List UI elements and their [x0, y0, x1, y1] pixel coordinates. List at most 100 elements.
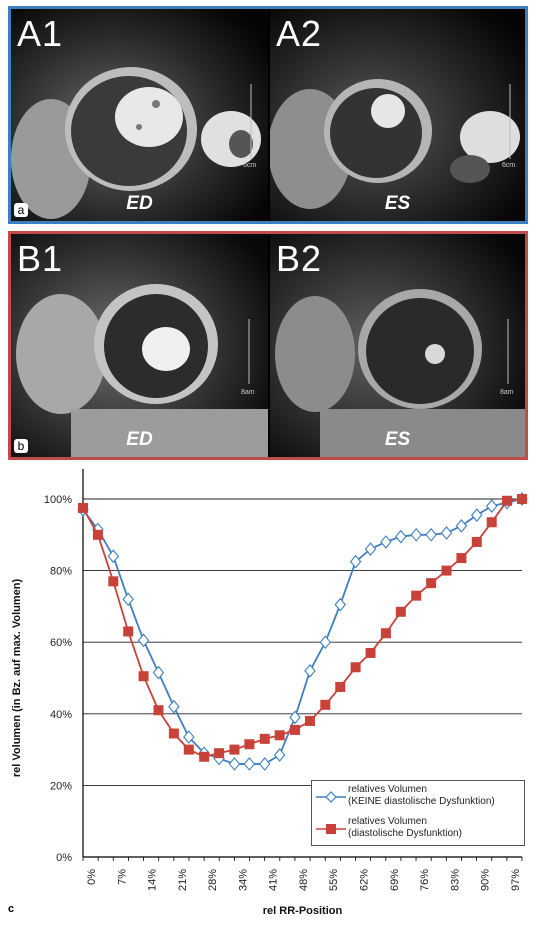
mri-panel-a: 6cm A1 ED a 6cm A2 ES: [8, 6, 528, 224]
data-point-square: [229, 744, 240, 755]
mri-image-b2: 8am B2 ES: [270, 234, 525, 457]
data-point-square: [335, 681, 346, 692]
data-point-square: [214, 748, 225, 759]
y-tick-label: 0%: [56, 852, 72, 864]
data-point-square: [441, 565, 452, 576]
phase-label-b2: ES: [384, 429, 411, 450]
mri-image-b1: 8am B1 ED b: [11, 234, 268, 457]
data-point-diamond: [319, 635, 332, 650]
data-point-square: [244, 739, 255, 750]
data-point-diamond: [334, 597, 346, 612]
x-tick-label: 0%: [86, 869, 98, 885]
data-point-square: [259, 733, 270, 744]
data-point-diamond: [455, 518, 468, 533]
legend-item-blue: relatives Volumen (KEINE diastolische Dy…: [312, 783, 524, 813]
y-tick-label: 100%: [44, 494, 72, 506]
image-label-a2: A2: [276, 13, 323, 54]
data-point-square: [108, 576, 119, 587]
mri-heart-picture: 8am: [270, 234, 525, 457]
mri-image-a1: 6cm A1 ED a: [11, 9, 268, 221]
data-point-diamond: [168, 699, 180, 714]
data-point-square: [486, 517, 497, 528]
volume-chart-svg: 0% 20% 40% 60% 80% 100% 0% 7% 14% 21% 28% 34% 41% 48%…: [11, 469, 528, 917]
data-point-diamond: [349, 554, 362, 569]
data-point-diamond: [485, 499, 498, 514]
scale-label-b2: 8am: [500, 389, 514, 396]
mri-heart-picture: 8am: [11, 234, 268, 457]
mri-image-a2: 6cm A2 ES: [270, 9, 525, 221]
data-point-square: [304, 715, 315, 726]
x-tick-label: 14%: [147, 869, 159, 891]
data-point-square: [471, 536, 482, 547]
data-point-diamond: [289, 710, 301, 725]
legend-square-icon: [316, 824, 346, 834]
data-point-square: [502, 495, 513, 506]
legend-blue-line2: (KEINE diastolische Dysfunktion): [348, 796, 495, 807]
data-point-square: [365, 647, 376, 658]
legend-red-line1: relatives Volumen: [348, 816, 427, 827]
data-point-square: [517, 494, 527, 504]
data-point-square: [199, 751, 210, 762]
data-point-diamond: [122, 592, 134, 607]
y-tick-label: 20%: [50, 780, 72, 792]
image-label-b1: B1: [17, 238, 64, 279]
data-point-square: [395, 606, 406, 617]
data-point-square: [138, 671, 149, 682]
phase-label-a2: ES: [384, 193, 411, 214]
x-tick-label: 69%: [389, 869, 401, 891]
legend-item-red: relatives Volumen (diastolische Dysfunkt…: [312, 815, 524, 845]
y-tick-label: 80%: [50, 566, 72, 578]
x-tick-label: 48%: [298, 869, 310, 891]
x-tick-label: 90%: [480, 869, 492, 891]
data-point-diamond: [380, 535, 392, 549]
legend-diamond-icon: [316, 791, 346, 803]
data-point-square: [153, 705, 164, 716]
data-point-square: [456, 553, 467, 564]
y-tick-label: 60%: [50, 637, 72, 649]
scale-label-a2: 6cm: [502, 162, 515, 169]
data-point-diamond: [228, 757, 241, 771]
data-point-diamond: [395, 529, 407, 544]
data-point-square: [426, 578, 437, 589]
x-tick-label: 62%: [358, 869, 370, 891]
panel-letter-c: c: [8, 903, 15, 915]
data-point-diamond: [425, 527, 437, 542]
data-point-square: [78, 502, 88, 513]
image-label-a1: A1: [17, 13, 64, 54]
data-point-square: [274, 730, 285, 741]
x-tick-label: 41%: [268, 869, 280, 891]
chart-legend: relatives Volumen (KEINE diastolische Dy…: [311, 780, 525, 846]
mri-panel-b: 8am B1 ED b 8am B2 ES: [8, 231, 528, 460]
data-point-diamond: [107, 549, 120, 564]
data-point-square: [183, 744, 194, 755]
data-point-square: [320, 699, 331, 710]
x-axis-title: rel RR-Position: [263, 905, 343, 917]
data-point-square: [92, 529, 103, 540]
data-point-diamond: [259, 757, 271, 771]
data-point-diamond: [273, 748, 286, 762]
x-tick-label: 97%: [510, 869, 522, 891]
mri-heart-picture: 6cm: [270, 9, 525, 221]
data-point-diamond: [410, 527, 422, 542]
x-tick-label: 28%: [207, 869, 219, 891]
x-tick-label: 34%: [237, 869, 249, 891]
series-line-1: [82, 498, 523, 758]
data-point-square: [350, 662, 361, 673]
x-tick-label: 76%: [419, 869, 431, 891]
legend-red-line2: (diastolische Dysfunktion): [348, 828, 462, 839]
data-point-diamond: [440, 526, 453, 540]
x-tick-label: 7%: [116, 869, 128, 885]
panel-letter-b: b: [14, 439, 28, 453]
data-point-diamond: [152, 665, 165, 680]
data-point-square: [380, 628, 391, 639]
panel-letter-a: a: [14, 203, 28, 217]
data-point-diamond: [137, 633, 150, 648]
data-point-square: [290, 724, 301, 735]
phase-label-a1: ED: [126, 193, 153, 214]
x-tick-label: 21%: [177, 869, 189, 891]
data-point-diamond: [183, 730, 195, 744]
image-label-b2: B2: [276, 238, 323, 279]
x-tick-label: 55%: [328, 869, 340, 891]
scale-label-b1: 8am: [241, 389, 255, 396]
data-point-square: [168, 728, 179, 739]
